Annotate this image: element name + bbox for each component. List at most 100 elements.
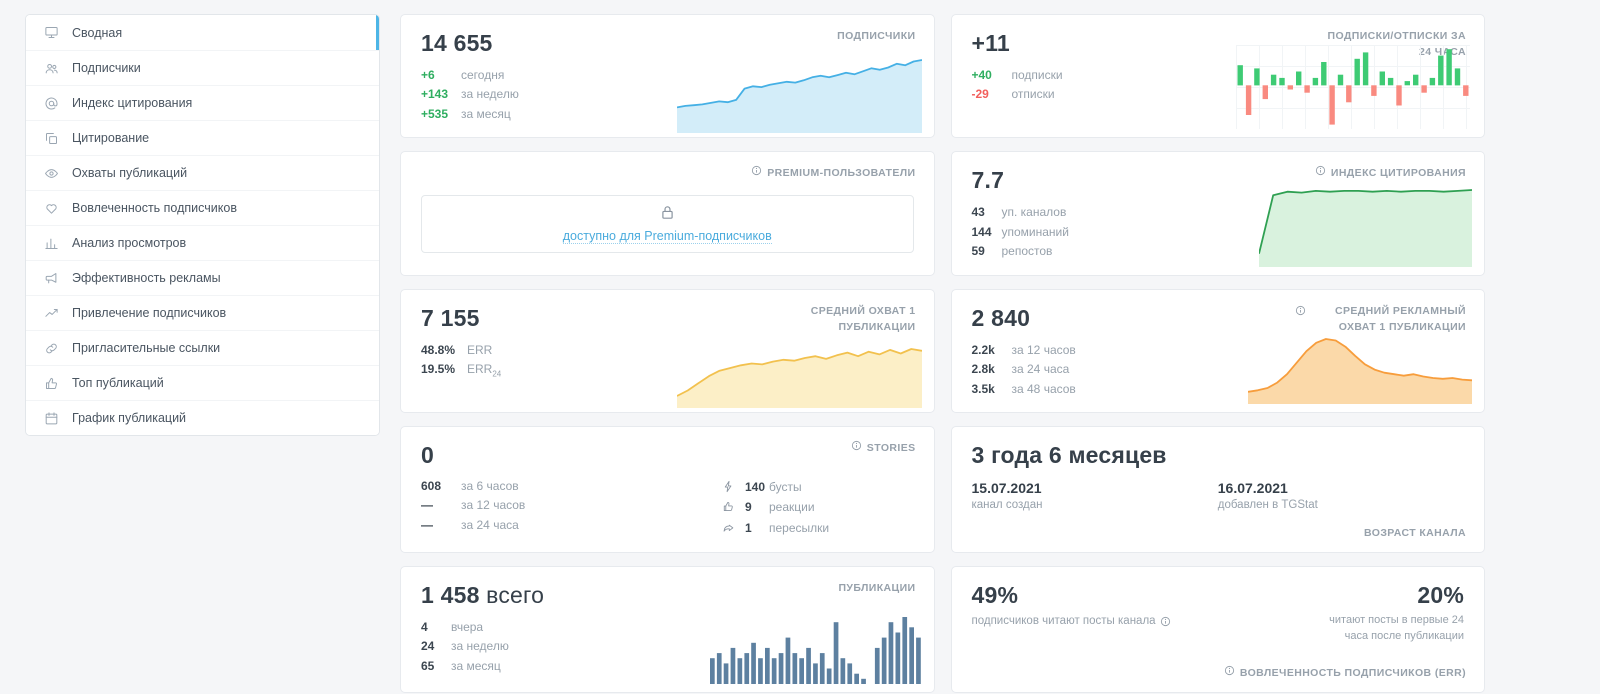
stories-card-title: STORIES [851,440,916,456]
sidebar-item-label: Топ публикаций [72,376,164,390]
sidebar-item-summary[interactable]: Сводная [26,15,379,50]
reaction-icon [721,499,736,514]
sidebar-item-invite-links[interactable]: Пригласительные ссылки [26,330,379,365]
publications-card: 1 458 всего ПУБЛИКАЦИИ 4 вчера 24 за нед… [400,565,935,693]
stat-value: 43 [971,205,985,220]
link-icon [43,340,60,357]
sidebar-item-label: Вовлеченность подписчиков [72,201,237,215]
subs-unsubs-card: +11 ПОДПИСКИ/ОТПИСКИ ЗА 24 ЧАСА +40 подп… [950,14,1485,139]
stat-label: за 24 часа [461,517,519,532]
eye-icon [43,165,60,182]
thumb-up-icon [43,375,60,392]
stories-count: 0 [421,441,434,468]
stat-value: 9 [745,500,752,515]
sidebar-item-post-reach[interactable]: Охваты публикаций [26,155,379,190]
citation-index-card-title: ИНДЕКС ЦИТИРОВАНИЯ [1315,165,1466,181]
stat-label: за неделю [461,87,519,102]
stories-left-stats: 608 за 6 часов — за 12 часов — за 24 час… [421,477,721,538]
premium-card-title: PREMIUM-ПОЛЬЗОВАТЕЛИ [751,165,915,181]
stat-label: за 6 часов [461,478,519,493]
stat-row: +535 за месяц [421,105,914,124]
stat-value: 608 [421,478,442,493]
stat-value: -29 [971,87,989,102]
stat-label: подписки [1011,68,1063,82]
info-circle-icon[interactable] [1160,616,1171,627]
engagement-err-card: 49% подписчиков читают посты канала 20% … [950,565,1485,693]
avg-reach-value: 7 155 [421,304,480,331]
avg-reach-stats: 48.8% ERR 19.5% ERR24 [421,341,914,382]
stat-label: ERR24 [467,362,502,379]
heart-icon [43,200,60,217]
publications-total-value: 1 458 [421,581,480,608]
citation-index-stats: 43 уп. каналов 144 упоминаний 59 репосто… [972,203,1465,261]
sidebar-item-citation-index[interactable]: Индекс цитирования [26,85,379,120]
subscribers-card-title: ПОДПИСЧИКИ [837,30,916,42]
err-left-block: 49% подписчиков читают посты канала [972,582,1171,645]
stat-value: +40 [971,68,992,82]
channel-added-block: 16.07.2021 добавлен в TGStat [1218,480,1464,511]
sidebar-item-label: Сводная [72,25,123,40]
lock-icon [659,204,676,226]
publications-stats: 4 вчера 24 за неделю 65 за месяц [421,618,914,676]
sidebar: Сводная Подписчики Индекс цитирования Ци… [25,14,380,436]
channel-created-date: 15.07.2021 [971,479,1042,496]
premium-users-card: PREMIUM-ПОЛЬЗОВАТЕЛИ доступно для Premiu… [400,151,935,276]
stat-row: 1 пересылки [721,518,914,538]
sidebar-item-top-posts[interactable]: Топ публикаций [26,365,379,400]
sidebar-item-label: Подписчики [72,61,141,75]
stat-row: — за 12 часов [421,496,721,515]
stat-label: ERR [467,342,493,357]
sidebar-item-ad-effectiveness[interactable]: Эффективность рекламы [26,260,379,295]
info-circle-icon [1315,166,1325,176]
premium-locked-box: доступно для Premium-подписчиков [421,195,914,254]
stat-row: 59 репостов [972,242,1465,261]
stat-row: -29 отписки [972,85,1465,104]
stat-value: 1 [745,520,752,535]
stat-value: 24 [421,639,435,654]
err-left-label: подписчиков читают посты канала [972,613,1171,630]
monitor-icon [43,24,60,41]
stat-label: за 24 часа [1011,362,1070,377]
stat-value: 2.8k [971,362,995,377]
avg-ad-reach-card: 2 840 СРЕДНИЙ РЕКЛАМНЫЙ ОХВАТ 1 ПУБЛИКАЦ… [950,288,1485,413]
forward-icon [721,520,736,535]
stat-label: реакции [769,500,815,515]
stat-value: +143 [421,87,449,102]
info-circle-icon [1224,665,1234,675]
stat-row: 608 за 6 часов [421,477,721,496]
stat-label: пересылки [769,520,830,535]
subscribers-card: 14 655 ПОДПИСЧИКИ +6 сегодня +143 за нед… [400,14,935,139]
stat-row: — за 24 часа [421,516,721,535]
avg-ad-reach-value: 2 840 [971,304,1031,331]
stat-value: 59 [971,244,985,259]
at-icon [43,95,60,112]
stat-row: 43 уп. каналов [972,203,1465,222]
sidebar-item-post-schedule[interactable]: График публикаций [26,400,379,435]
boost-icon [721,479,736,494]
stat-value: 140 [745,479,766,494]
sidebar-item-label: График публикаций [72,411,187,425]
stat-value: 65 [421,658,435,673]
publications-total-suffix: всего [486,581,545,608]
dashboard-cards: 14 655 ПОДПИСЧИКИ +6 сегодня +143 за нед… [400,14,1485,693]
stat-row: 65 за месяц [421,657,914,676]
stat-row: 144 упоминаний [972,223,1465,242]
stat-label: за месяц [461,106,511,121]
megaphone-icon [43,270,60,287]
sidebar-item-citations[interactable]: Цитирование [26,120,379,155]
sidebar-item-label: Эффективность рекламы [72,271,221,285]
calendar-icon [43,410,60,427]
sidebar-item-subscriber-engagement[interactable]: Вовлеченность подписчиков [26,190,379,225]
sidebar-item-subscriber-attraction[interactable]: Привлечение подписчиков [26,295,379,330]
channel-age-card-title: ВОЗРАСТ КАНАЛА [1364,526,1466,539]
avg-ad-reach-card-title: СРЕДНИЙ РЕКЛАМНЫЙ ОХВАТ 1 ПУБЛИКАЦИИ [1295,303,1466,336]
citation-index-value: 7.7 [971,167,1005,194]
sidebar-item-views-analysis[interactable]: Анализ просмотров [26,225,379,260]
sidebar-item-subscribers[interactable]: Подписчики [26,50,379,85]
copy-icon [43,130,60,147]
premium-link[interactable]: доступно для Premium-подписчиков [562,229,772,245]
stat-row: +6 сегодня [421,66,914,85]
channel-added-label: добавлен в TGStat [1217,498,1318,511]
stat-label: за 48 часов [1011,381,1076,396]
